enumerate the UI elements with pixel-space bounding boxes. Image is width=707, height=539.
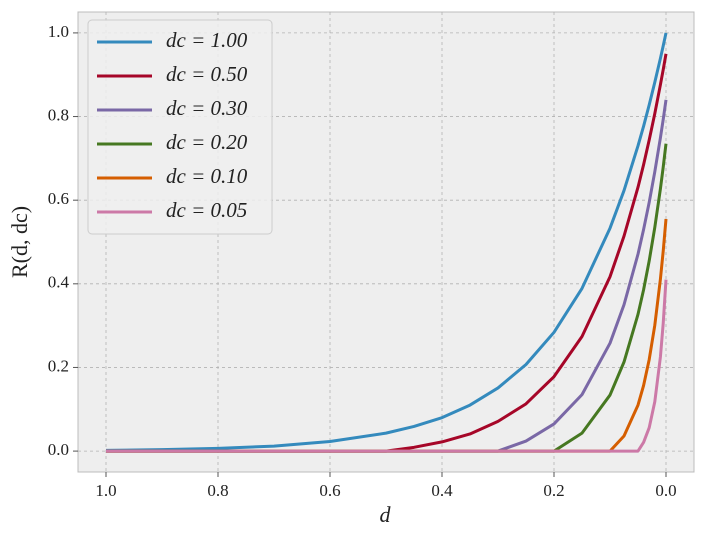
- x-tick-label: 0.6: [319, 481, 340, 500]
- y-axis-label: R(d, dc): [7, 206, 32, 278]
- y-tick-label: 1.0: [48, 22, 69, 41]
- x-tick-label: 0.4: [431, 481, 453, 500]
- y-tick-label: 0.8: [48, 105, 69, 124]
- series-line: [105, 32, 668, 452]
- legend-label: dc = 0.30: [166, 96, 248, 120]
- legend-label: dc = 0.50: [166, 62, 248, 86]
- x-axis-label: d: [380, 502, 392, 527]
- series-line: [106, 279, 668, 453]
- y-tick-label: 0.2: [48, 356, 69, 375]
- legend-box: [87, 19, 273, 235]
- legend-label: dc = 0.10: [166, 164, 248, 188]
- legend-label: dc = 0.20: [166, 130, 248, 154]
- x-tick-label: 0.2: [543, 481, 564, 500]
- legend-label: dc = 0.05: [166, 198, 247, 222]
- lines: [105, 32, 668, 453]
- y-tick-label: 0.0: [48, 440, 69, 459]
- y-tick-label: 0.4: [48, 273, 70, 292]
- legend-label: dc = 1.00: [166, 28, 248, 52]
- axes: 1.0 0.8 0.6 0.4 0.2 0.0 0.0 0.2 0.4 0.6 0.8 1.0: [48, 22, 677, 500]
- legend: dc = 1.00 dc = 0.50 dc = 0.30 dc = 0.20 dc =…: [87, 19, 273, 235]
- x-tick-label: 1.0: [95, 481, 116, 500]
- x-tick-label: 0.8: [207, 481, 228, 500]
- x-tick-label: 0.0: [655, 481, 676, 500]
- y-tick-label: 0.6: [48, 189, 69, 208]
